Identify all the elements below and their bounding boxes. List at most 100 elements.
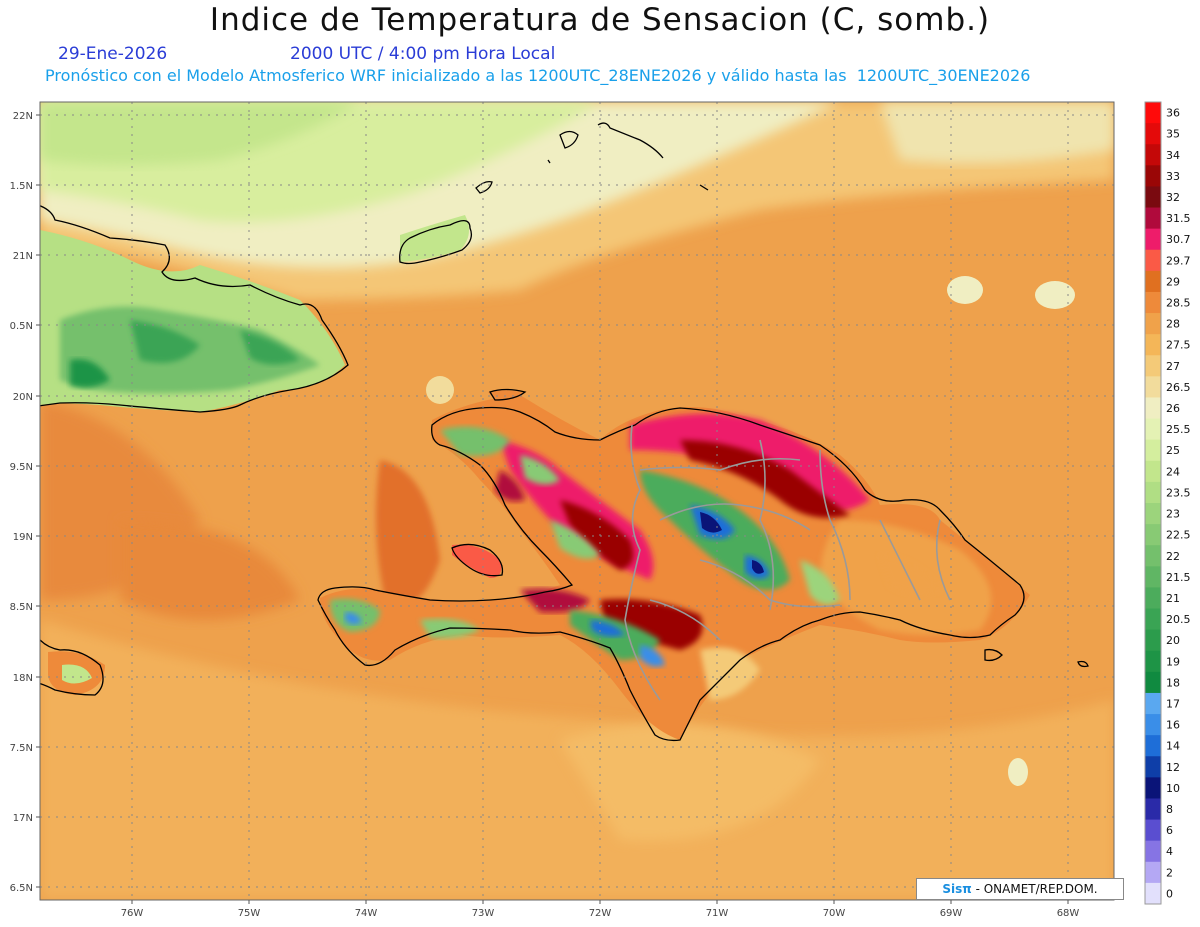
colorbar-swatch	[1145, 355, 1161, 377]
sispi-logo-text: Sisπ	[942, 882, 972, 896]
colorbar-swatch	[1145, 270, 1161, 293]
longitude-axis: 76W 75W 74W 73W 72W 71W 70W 69W 68W	[121, 900, 1080, 919]
colorbar-label: 20	[1166, 634, 1180, 647]
colorbar-swatch	[1145, 714, 1161, 736]
colorbar-label: 24	[1166, 465, 1180, 478]
map-frame	[39, 101, 1115, 901]
lon-label: 73W	[472, 908, 495, 919]
lon-label: 69W	[940, 908, 963, 919]
colorbar-label: 6	[1166, 824, 1173, 837]
lon-label: 71W	[706, 908, 729, 919]
lat-label: 7.5N	[10, 743, 33, 754]
colorbar-swatch	[1145, 376, 1161, 398]
colorbar-swatch	[1145, 692, 1161, 715]
credit-text: - ONAMET/REP.DOM.	[971, 882, 1098, 896]
colorbar-label: 19	[1166, 655, 1180, 668]
colorbar-label: 26	[1166, 402, 1180, 415]
colorbar-swatch	[1145, 545, 1161, 567]
colorbar-swatch	[1145, 123, 1161, 145]
colorbar-swatch	[1145, 671, 1161, 694]
lon-label: 68W	[1057, 908, 1080, 919]
colorbar-label: 26.5	[1166, 381, 1191, 394]
colorbar-label: 12	[1166, 761, 1180, 774]
colorbar-label: 10	[1166, 782, 1180, 795]
colorbar-label: 22	[1166, 550, 1180, 563]
colorbar-swatch	[1145, 102, 1161, 124]
colorbar-swatch	[1145, 439, 1161, 462]
lat-label: 22N	[13, 111, 33, 122]
credit-box: Sisπ - ONAMET/REP.DOM.	[916, 878, 1124, 900]
map-title: Indice de Temperatura de Sensacion (C, s…	[209, 2, 991, 38]
colorbar-swatch	[1145, 228, 1161, 251]
colorbar-swatch	[1145, 207, 1161, 230]
colorbar-swatch	[1145, 840, 1161, 863]
colorbar-swatch	[1145, 777, 1161, 799]
colorbar-label: 25	[1166, 444, 1180, 457]
lon-label: 74W	[355, 908, 378, 919]
lat-label: 19N	[13, 532, 33, 543]
colorbar-legend: 363534333231.530.729.72928.52827.52726.5…	[1144, 101, 1191, 905]
colorbar-swatch	[1145, 291, 1161, 314]
colorbar-frame	[1144, 101, 1162, 905]
colorbar-swatch	[1145, 313, 1161, 335]
lat-label: 18N	[13, 673, 33, 684]
colorbar-label: 34	[1166, 149, 1180, 162]
colorbar-swatch	[1145, 186, 1161, 209]
colorbar-swatch	[1145, 249, 1161, 272]
graticule	[40, 102, 1114, 900]
coastlines	[40, 122, 1089, 742]
colorbar-label: 33	[1166, 170, 1180, 183]
colorbar-label: 23	[1166, 508, 1180, 521]
lon-label: 72W	[589, 908, 612, 919]
colorbar-label: 31.5	[1166, 212, 1191, 225]
colorbar-swatch	[1145, 566, 1161, 588]
model-info: Pronóstico con el Modelo Atmosferico WRF…	[45, 66, 1031, 85]
lat-label: 0.5N	[10, 321, 33, 332]
colorbar-swatch	[1145, 165, 1161, 187]
lat-label: 8.5N	[10, 602, 33, 613]
lat-label: 20N	[13, 392, 33, 403]
colorbar-label: 17	[1166, 698, 1180, 711]
colorbar-swatch	[1145, 650, 1161, 673]
colorbar-label: 21.5	[1166, 571, 1191, 584]
colorbar-label: 21	[1166, 592, 1180, 605]
colorbar-swatch	[1145, 819, 1161, 842]
colorbar-swatch	[1145, 882, 1161, 905]
colorbar-swatch	[1145, 460, 1161, 483]
province-borders	[624, 424, 951, 701]
colorbar-swatch	[1145, 756, 1161, 778]
colorbar-swatch	[1145, 735, 1161, 757]
lon-label: 70W	[823, 908, 846, 919]
colorbar-label: 28	[1166, 318, 1180, 331]
colorbar-label: 28.5	[1166, 297, 1191, 310]
colorbar-label: 18	[1166, 676, 1180, 689]
colorbar-swatch	[1145, 608, 1161, 631]
colorbar-label: 8	[1166, 803, 1173, 816]
lon-label: 75W	[238, 908, 261, 919]
lat-label: 21N	[13, 251, 33, 262]
colorbar-label: 29	[1166, 275, 1180, 288]
colorbar-label: 22.5	[1166, 529, 1191, 542]
lat-label: 1.5N	[10, 181, 33, 192]
colorbar-swatch	[1145, 144, 1161, 166]
forecast-date: 29-Ene-2026	[58, 44, 168, 64]
forecast-time: 2000 UTC / 4:00 pm Hora Local	[290, 44, 556, 64]
lat-label: 17N	[13, 813, 33, 824]
colorbar-label: 4	[1166, 845, 1173, 858]
colorbar-label: 30.7	[1166, 233, 1191, 246]
colorbar-label: 23.5	[1166, 486, 1191, 499]
colorbar-label: 27.5	[1166, 339, 1191, 352]
colorbar-swatch	[1145, 334, 1161, 356]
colorbar-swatch	[1145, 397, 1161, 420]
colorbar-label: 14	[1166, 740, 1180, 753]
colorbar-label: 36	[1166, 107, 1180, 120]
colorbar-swatch	[1145, 503, 1161, 525]
colorbar-label: 20.5	[1166, 613, 1191, 626]
colorbar-swatch	[1145, 629, 1161, 652]
lat-label: 6.5N	[10, 883, 33, 894]
colorbar-label: 27	[1166, 360, 1180, 373]
colorbar-label: 32	[1166, 191, 1180, 204]
colorbar-swatch	[1145, 418, 1161, 441]
latitude-axis: 22N 1.5N 21N 0.5N 20N 9.5N 19N 8.5N 18N …	[10, 111, 40, 894]
